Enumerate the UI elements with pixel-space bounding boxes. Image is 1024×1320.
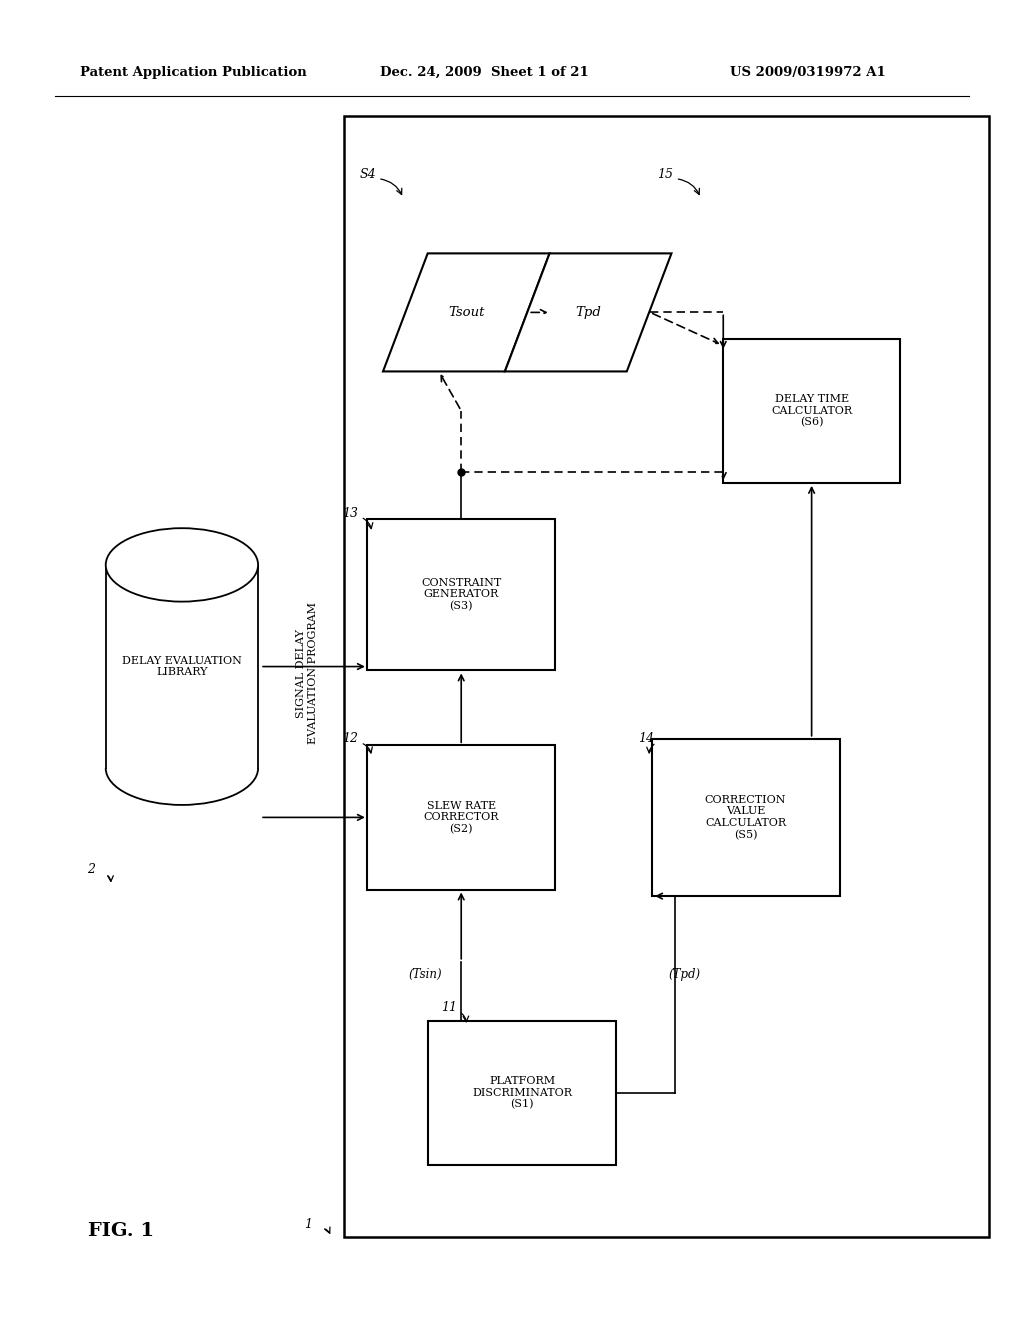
Bar: [368, 519, 555, 669]
Text: PLATFORM
DISCRIMINATOR
(S1): PLATFORM DISCRIMINATOR (S1): [472, 1076, 572, 1110]
Text: (Tpd): (Tpd): [669, 969, 700, 981]
Text: SIGNAL DELAY
EVALUATION PROGRAM: SIGNAL DELAY EVALUATION PROGRAM: [296, 602, 317, 744]
Polygon shape: [383, 253, 550, 371]
Text: 2: 2: [87, 863, 95, 876]
Polygon shape: [505, 253, 672, 371]
Text: (Tsin): (Tsin): [409, 969, 442, 981]
Text: S4: S4: [359, 168, 376, 181]
Bar: [105, 565, 258, 768]
Text: 11: 11: [441, 1001, 457, 1014]
Text: 15: 15: [657, 168, 673, 181]
Text: 14: 14: [638, 733, 654, 746]
Text: US 2009/0319972 A1: US 2009/0319972 A1: [730, 66, 886, 79]
Text: Dec. 24, 2009  Sheet 1 of 21: Dec. 24, 2009 Sheet 1 of 21: [380, 66, 589, 79]
Text: Patent Application Publication: Patent Application Publication: [80, 66, 307, 79]
Text: DELAY EVALUATION
LIBRARY: DELAY EVALUATION LIBRARY: [122, 656, 242, 677]
Bar: [651, 739, 840, 896]
Bar: [368, 746, 555, 890]
Ellipse shape: [105, 528, 258, 602]
Text: FIG. 1: FIG. 1: [88, 1221, 154, 1239]
Bar: [723, 339, 900, 483]
Text: 1: 1: [304, 1217, 311, 1230]
Text: 12: 12: [342, 733, 358, 746]
Text: CONSTRAINT
GENERATOR
(S3): CONSTRAINT GENERATOR (S3): [421, 578, 502, 611]
Bar: [344, 116, 989, 1237]
Text: SLEW RATE
CORRECTOR
(S2): SLEW RATE CORRECTOR (S2): [424, 801, 499, 834]
Text: 13: 13: [342, 507, 358, 520]
Text: CORRECTION
VALUE
CALCULATOR
(S5): CORRECTION VALUE CALCULATOR (S5): [705, 795, 786, 840]
Bar: [428, 1020, 616, 1166]
Text: Tsout: Tsout: [449, 306, 484, 319]
Text: DELAY TIME
CALCULATOR
(S6): DELAY TIME CALCULATOR (S6): [771, 393, 852, 428]
Text: Tpd: Tpd: [575, 306, 601, 319]
